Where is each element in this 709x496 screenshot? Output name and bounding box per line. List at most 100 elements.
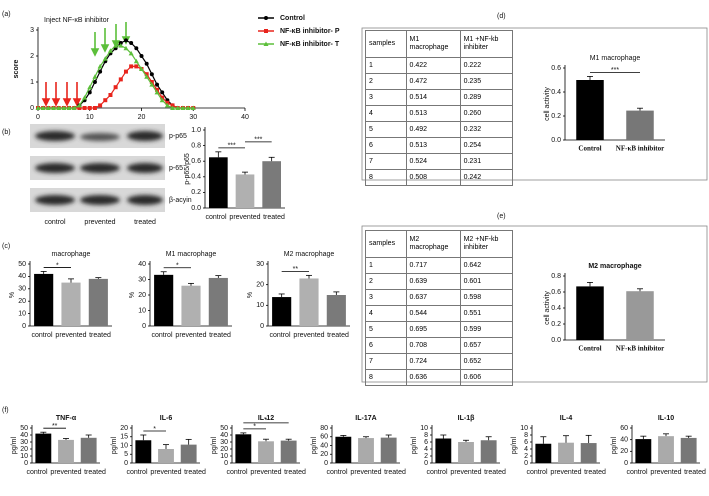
y-tick-label: 30 bbox=[20, 439, 28, 446]
marker bbox=[92, 74, 98, 79]
marker bbox=[149, 80, 154, 84]
table-cell: 0.598 bbox=[459, 289, 514, 306]
x-tick-label: prevented bbox=[50, 469, 81, 476]
x-tick-label: prevented bbox=[650, 469, 681, 476]
significance-label: *** bbox=[254, 137, 262, 144]
table-cell: 0.708 bbox=[405, 337, 461, 354]
x-tick-label: control bbox=[31, 332, 52, 339]
table-row: 2 0.472 0.235 bbox=[365, 73, 514, 90]
table-cell: 0.637 bbox=[405, 289, 461, 306]
y-axis-label: pg/ml bbox=[11, 437, 18, 455]
y-tick-label: 10 bbox=[220, 453, 228, 460]
table-row: 8 0.508 0.242 bbox=[365, 169, 514, 186]
marker bbox=[98, 69, 103, 74]
table-cell: samples bbox=[365, 230, 407, 258]
y-tick-label: 0.0 bbox=[551, 337, 561, 344]
bar bbox=[576, 80, 604, 140]
marker bbox=[113, 43, 119, 48]
y-axis-label: % bbox=[247, 292, 254, 298]
table-cell: 0.492 bbox=[405, 121, 461, 138]
y-tick-label: 0 bbox=[30, 105, 34, 112]
panel-label: (f) bbox=[2, 407, 9, 414]
bar bbox=[209, 157, 228, 208]
panel-label: (d) bbox=[497, 13, 506, 20]
y-tick-label: 20 bbox=[138, 292, 146, 299]
marker bbox=[45, 105, 51, 110]
y-tick-label: 0.2 bbox=[191, 189, 201, 196]
marker bbox=[175, 105, 181, 110]
legend-label: Control bbox=[280, 15, 305, 22]
marker bbox=[190, 105, 196, 110]
y-tick-label: 0.6 bbox=[551, 289, 561, 296]
table-cell: M1 +NF-kb inhibiter bbox=[459, 30, 514, 58]
y-tick-label: 10 bbox=[18, 310, 26, 317]
y-axis-label: pg/ml bbox=[611, 437, 618, 455]
chart-title: IL-17A bbox=[355, 415, 376, 422]
y-tick-label: 50 bbox=[18, 261, 26, 268]
marker bbox=[82, 95, 88, 100]
table-cell: M2 macrophage bbox=[405, 230, 461, 258]
marker bbox=[139, 54, 144, 58]
marker bbox=[180, 105, 186, 110]
y-tick-label: 20 bbox=[20, 446, 28, 453]
blot-label: p-65 bbox=[169, 165, 183, 172]
table-cell: 6 bbox=[365, 137, 407, 154]
marker bbox=[123, 38, 128, 43]
x-tick-label: treated bbox=[584, 469, 606, 476]
y-tick-label: 10 bbox=[520, 425, 528, 432]
table-cell: 7 bbox=[365, 153, 407, 170]
table-cell: 0.636 bbox=[405, 369, 461, 386]
x-tick-label: treated bbox=[284, 469, 306, 476]
marker bbox=[113, 85, 118, 90]
y-tick-label: 0.4 bbox=[551, 305, 561, 312]
bar bbox=[35, 433, 52, 463]
panel-box bbox=[361, 27, 708, 181]
x-tick-label: control bbox=[151, 332, 172, 339]
table-cell: 5 bbox=[365, 121, 407, 138]
marker bbox=[107, 48, 113, 53]
significance-label: ** bbox=[293, 266, 299, 273]
bar bbox=[158, 449, 174, 463]
y-tick-label: 0.2 bbox=[551, 321, 561, 328]
x-tick-label: treated bbox=[84, 469, 106, 476]
table-cell: 0.232 bbox=[459, 121, 514, 138]
marker bbox=[76, 102, 82, 108]
significance-label: *** bbox=[611, 67, 619, 74]
x-tick-label: control bbox=[205, 214, 226, 221]
chart-title: IL-1β bbox=[458, 415, 475, 422]
chart-title: IL-12 bbox=[258, 415, 274, 422]
marker bbox=[35, 105, 41, 110]
y-tick-label: 0.8 bbox=[191, 142, 201, 149]
marker bbox=[128, 50, 134, 56]
y-tick-label: 0 bbox=[324, 460, 328, 467]
y-tick-label: 1.0 bbox=[191, 127, 201, 134]
marker bbox=[134, 64, 139, 69]
y-tick-label: 0.8 bbox=[551, 273, 561, 280]
y-tick-label: 40 bbox=[220, 432, 228, 439]
table-cell: 7 bbox=[365, 353, 407, 370]
bar bbox=[635, 439, 652, 463]
y-tick-label: 40 bbox=[18, 273, 26, 280]
y-tick-label: 0.4 bbox=[191, 174, 201, 181]
table-row: 5 0.695 0.599 bbox=[365, 321, 514, 338]
y-tick-label: 40 bbox=[20, 432, 28, 439]
chart-title: M1 macrophage bbox=[590, 55, 641, 62]
bar bbox=[80, 437, 97, 463]
marker bbox=[103, 98, 108, 103]
x-tick-label: prevented bbox=[450, 469, 481, 476]
table-cell: 0.657 bbox=[459, 337, 514, 354]
y-tick-label: 8 bbox=[424, 432, 428, 439]
bar bbox=[280, 440, 297, 463]
x-tick-label: 0 bbox=[36, 114, 40, 121]
x-tick-label: Control bbox=[578, 345, 601, 353]
table-cell: 2 bbox=[365, 273, 407, 290]
marker bbox=[102, 56, 108, 61]
y-tick-label: 0 bbox=[224, 460, 228, 467]
table-cell: 1 bbox=[365, 257, 407, 274]
series-line bbox=[38, 45, 194, 109]
table-row: 4 0.544 0.551 bbox=[365, 305, 514, 322]
marker bbox=[185, 105, 191, 110]
table-row: 8 0.636 0.606 bbox=[365, 369, 514, 386]
table-cell: 0.606 bbox=[459, 369, 514, 386]
table-row: 1 0.717 0.642 bbox=[365, 257, 514, 274]
